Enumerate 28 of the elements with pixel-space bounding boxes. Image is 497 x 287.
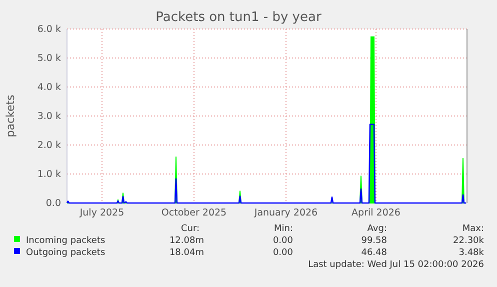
x-tick-label: July 2025 bbox=[78, 208, 124, 219]
text: 12.08m bbox=[169, 236, 204, 246]
x-tick-label: January 2026 bbox=[253, 208, 318, 219]
text: 22.30k bbox=[453, 236, 485, 246]
text: 46.48 bbox=[361, 248, 388, 258]
y-tick-label: 3.0 k bbox=[37, 111, 62, 122]
y-tick-label: 4.0 k bbox=[37, 82, 62, 94]
text: 3.48k bbox=[458, 248, 485, 258]
y-tick-label: 5.0 k bbox=[37, 53, 62, 64]
x-tick-label: October 2025 bbox=[161, 208, 227, 219]
text: 99.58 bbox=[361, 236, 388, 246]
text: 18.04m bbox=[169, 248, 204, 258]
text: Min: bbox=[274, 224, 293, 234]
y-tick-label: 2.0 k bbox=[37, 140, 62, 152]
y-tick-label: 6.0 k bbox=[37, 24, 62, 36]
chart-title: Packets on tun1 - by year bbox=[156, 10, 322, 25]
y-tick-label: 1.0 k bbox=[37, 169, 62, 180]
text: 0.00 bbox=[272, 248, 294, 258]
text: 0.00 bbox=[272, 236, 294, 246]
text: Last update: Wed Jul 15 02:00:00 2026 bbox=[308, 260, 484, 270]
y-tick-label: 0.0 bbox=[46, 198, 61, 210]
legend-label: Outgoing packets bbox=[26, 248, 106, 258]
y-axis-title: packets bbox=[4, 94, 17, 138]
text: Cur: bbox=[181, 224, 200, 234]
text: Max: bbox=[462, 224, 484, 234]
text: Avg: bbox=[367, 224, 387, 234]
legend-label: Incoming packets bbox=[26, 236, 106, 246]
x-tick-label: April 2026 bbox=[352, 208, 400, 219]
